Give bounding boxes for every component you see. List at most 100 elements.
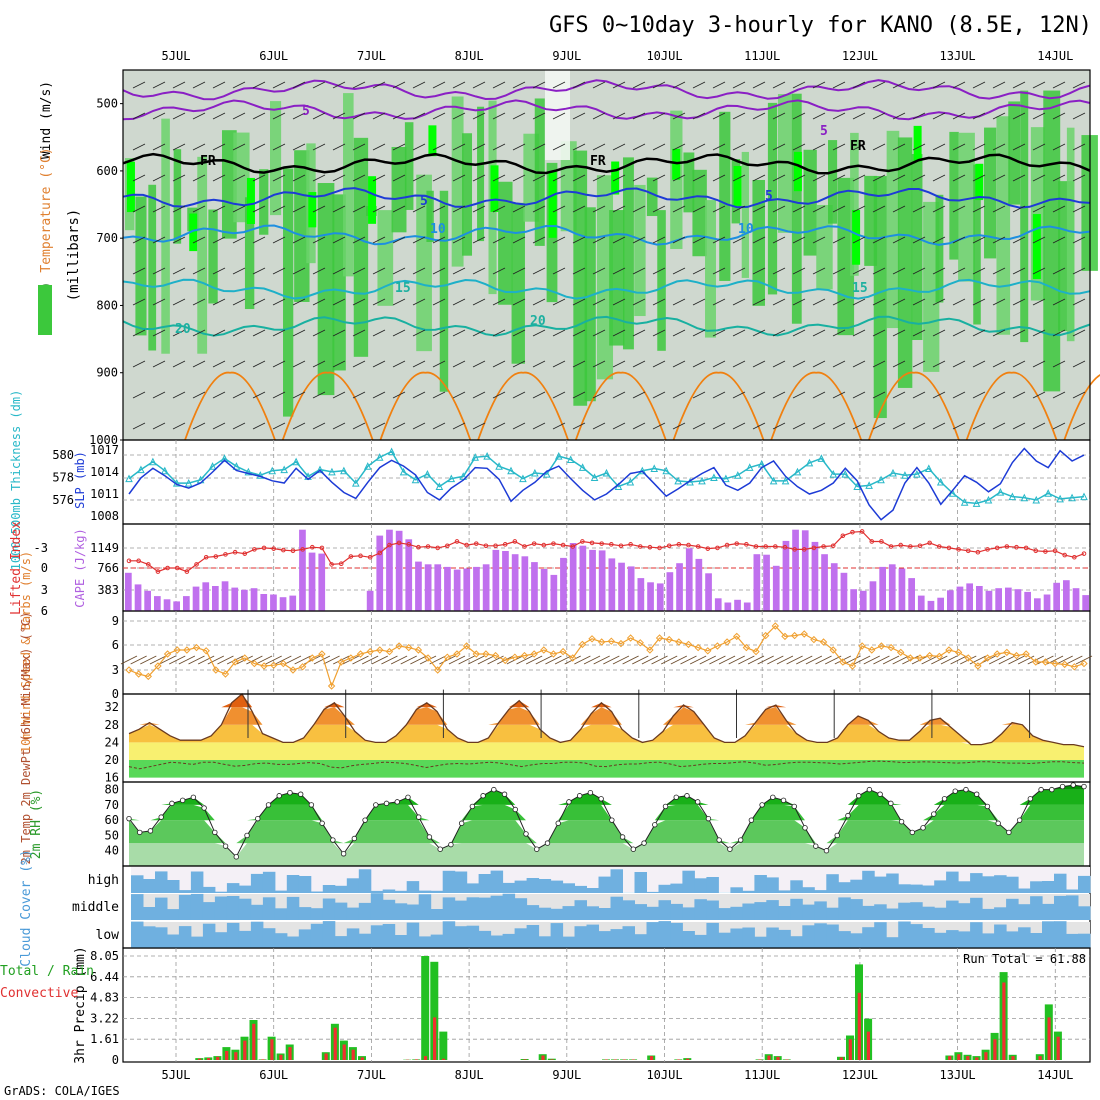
wind-barb xyxy=(652,143,666,151)
wind-barb xyxy=(332,236,346,244)
wind-speed-marker xyxy=(588,635,596,643)
cloud-cover-block xyxy=(430,890,444,893)
wind-barb xyxy=(772,205,786,213)
wind-barb xyxy=(952,205,966,213)
wind-barb xyxy=(232,267,246,275)
cape-bar xyxy=(289,595,297,611)
wind-barb xyxy=(472,236,486,244)
bottom-date-label: 9JUL xyxy=(552,1068,581,1082)
lifted-index-marker xyxy=(570,544,576,549)
wind-barb xyxy=(252,422,266,430)
precip-tick: 8.05 xyxy=(90,949,119,963)
wind-barb xyxy=(844,655,861,665)
wind-barb xyxy=(332,205,346,213)
wind-barb xyxy=(412,143,426,151)
wind-barb xyxy=(712,360,726,368)
wind-barb xyxy=(832,174,846,182)
cloud-cover-block xyxy=(226,922,240,948)
wind-barb xyxy=(226,655,244,665)
wind-barb xyxy=(992,360,1006,368)
rh-band xyxy=(935,194,944,303)
lifted-index-marker xyxy=(647,544,653,550)
precip-total-bar xyxy=(439,1031,448,1060)
thickness-line-marker xyxy=(710,473,718,481)
rh-marker xyxy=(137,829,143,836)
lifted-index-marker xyxy=(744,542,749,547)
thickness-line-marker xyxy=(363,462,372,470)
wind-barb xyxy=(988,655,1006,665)
cloud-cover-block xyxy=(514,928,528,948)
wind-barb xyxy=(932,360,946,368)
thickness-line-marker xyxy=(996,488,1005,496)
precip-convective-bar xyxy=(1038,1056,1042,1060)
warm-contour xyxy=(379,371,472,441)
wind-barb xyxy=(712,112,726,120)
wind-barb xyxy=(512,81,526,89)
lifted-index-marker xyxy=(908,544,913,549)
cape-bar xyxy=(473,566,480,611)
wind-speed-marker xyxy=(530,650,538,658)
wind-tick: 3 xyxy=(112,663,119,677)
bottom-date-label: 14JUL xyxy=(1037,1068,1073,1082)
lifted-index-marker xyxy=(927,540,932,546)
wind-barb xyxy=(632,391,646,399)
cloud-cover-block xyxy=(1042,881,1055,893)
wind-barb xyxy=(512,298,526,306)
wind-barb xyxy=(852,329,866,337)
wind-barb xyxy=(432,391,446,399)
wind-barb xyxy=(1012,112,1026,120)
wind-barb xyxy=(410,655,427,665)
wind-barb xyxy=(532,360,546,368)
wind-barb xyxy=(512,391,526,399)
rh-band xyxy=(850,132,859,276)
cloud-cover-block xyxy=(550,908,564,920)
slp-axis-label: SLP (mb) xyxy=(73,451,87,509)
rh-marker xyxy=(662,803,669,810)
wind-barb xyxy=(1032,267,1046,275)
lifted-index-marker xyxy=(1033,548,1039,554)
bottom-date-label: 11JUL xyxy=(744,1068,780,1082)
wind-barb xyxy=(172,267,186,275)
cape-bar xyxy=(1063,580,1070,611)
wind-speed-marker xyxy=(337,658,345,666)
cloud-axis-label: Cloud Cover (%) xyxy=(19,849,34,966)
wind-barb xyxy=(834,655,852,665)
wind-barb xyxy=(252,298,266,306)
wind-barb xyxy=(152,267,166,275)
wind-speed-marker xyxy=(848,662,857,670)
wind-barb xyxy=(412,422,426,430)
cape-bar xyxy=(898,568,906,611)
cloud-cover-block xyxy=(1030,896,1043,920)
cloud-cover-block xyxy=(610,869,623,893)
wind-barb xyxy=(352,422,366,430)
wind-barb xyxy=(412,360,426,368)
lifted-index-marker xyxy=(454,539,460,544)
rh-band xyxy=(692,169,707,257)
wind-speed-marker xyxy=(289,666,297,674)
cape-bar xyxy=(231,587,239,611)
wind-barb xyxy=(412,174,426,182)
cloud-cover-block xyxy=(334,885,348,893)
wind-barb xyxy=(392,81,406,89)
bottom-date-label: 12JUL xyxy=(842,1068,878,1082)
cloud-cover-block xyxy=(550,923,564,948)
wind-barb xyxy=(972,205,986,213)
wind-barb xyxy=(323,655,340,665)
wind-barb xyxy=(752,143,766,151)
lifted-index-marker xyxy=(165,565,170,571)
cloud-cover-block xyxy=(1006,898,1019,920)
thickness-tick: 576 xyxy=(52,493,74,507)
wind-speed-marker xyxy=(163,650,172,658)
cloud-cover-block xyxy=(167,880,180,893)
wind-barb xyxy=(932,143,946,151)
cloud-cover-block xyxy=(586,924,599,948)
precip-convective-bar xyxy=(243,1040,247,1060)
cloud-cover-block xyxy=(262,928,276,948)
wind-barb xyxy=(512,112,526,120)
wind-barb xyxy=(252,360,266,368)
wind-barb xyxy=(132,112,146,120)
wind-barb xyxy=(552,267,566,275)
lifted-index-marker xyxy=(145,562,151,567)
rh-band xyxy=(646,177,658,217)
